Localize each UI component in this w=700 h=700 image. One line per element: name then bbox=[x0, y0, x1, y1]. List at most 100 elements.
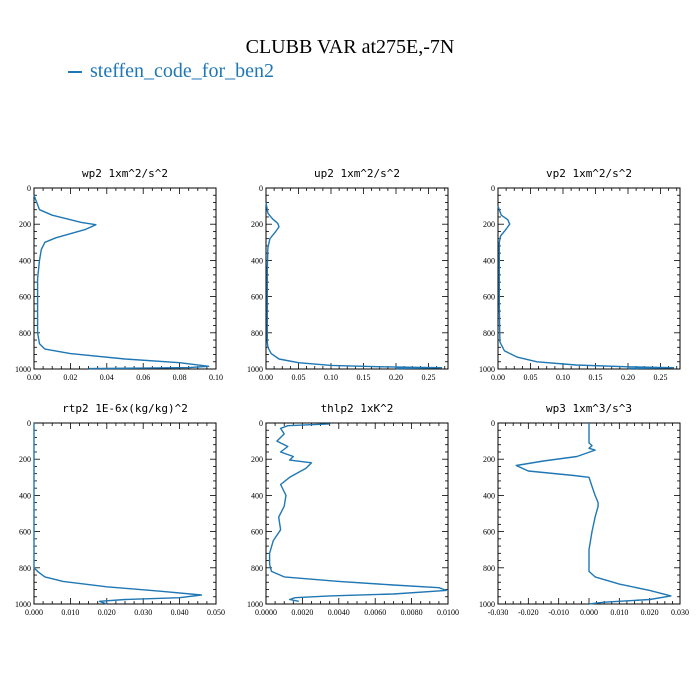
y-tick-label: 200 bbox=[251, 220, 263, 229]
x-tick-label: 0.0000 bbox=[255, 608, 277, 617]
y-tick-label: 1000 bbox=[247, 600, 263, 609]
y-tick-label: 0 bbox=[27, 184, 31, 193]
y-tick-label: 400 bbox=[19, 491, 31, 500]
y-tick-label: 200 bbox=[19, 455, 31, 464]
x-tick-label: 0.0080 bbox=[401, 608, 423, 617]
x-tick-label: -0.010 bbox=[548, 608, 569, 617]
x-tick-label: 0.15 bbox=[357, 373, 371, 382]
x-tick-label: 0.020 bbox=[641, 608, 659, 617]
y-tick-label: 800 bbox=[251, 329, 263, 338]
plot-frame bbox=[265, 187, 449, 370]
y-tick-label: 0 bbox=[27, 419, 31, 428]
x-tick-label: -0.030 bbox=[488, 608, 509, 617]
legend: steffen_code_for_ben2 bbox=[68, 60, 274, 83]
y-tick-label: 400 bbox=[19, 256, 31, 265]
x-tick-label: 0.00 bbox=[491, 373, 505, 382]
panel-title: wp2 1xm^2/s^2 bbox=[82, 167, 168, 180]
y-tick-label: 600 bbox=[19, 528, 31, 537]
x-tick-label: 0.15 bbox=[589, 373, 603, 382]
x-tick-label: 0.08 bbox=[173, 373, 187, 382]
legend-line-swatch bbox=[68, 71, 82, 74]
panel-title: rtp2 1E-6x(kg/kg)^2 bbox=[62, 402, 188, 415]
x-tick-label: 0.0040 bbox=[328, 608, 350, 617]
x-tick-label: 0.25 bbox=[422, 373, 436, 382]
x-tick-label: 0.000 bbox=[580, 608, 598, 617]
x-tick-label: 0.10 bbox=[556, 373, 570, 382]
y-tick-label: 200 bbox=[483, 455, 495, 464]
plot-frame bbox=[497, 422, 681, 605]
y-tick-label: 0 bbox=[259, 184, 263, 193]
panel-title: vp2 1xm^2/s^2 bbox=[546, 167, 632, 180]
x-tick-label: 0.010 bbox=[610, 608, 628, 617]
y-tick-label: 800 bbox=[251, 564, 263, 573]
x-tick-label: 0.25 bbox=[654, 373, 668, 382]
series-line bbox=[515, 423, 672, 605]
x-tick-label: 0.20 bbox=[389, 373, 403, 382]
y-tick-label: 1000 bbox=[15, 600, 31, 609]
x-tick-label: 0.04 bbox=[100, 373, 114, 382]
x-tick-label: 0.0060 bbox=[364, 608, 386, 617]
chart-panel-4: rtp2 1E-6x(kg/kg)^2 0 200 400 600 800 10000.00… bbox=[15, 402, 225, 617]
panel-title: thlp2 1xK^2 bbox=[321, 402, 394, 415]
x-tick-label: 0.20 bbox=[621, 373, 635, 382]
y-tick-label: 0 bbox=[491, 419, 495, 428]
x-tick-label: 0.02 bbox=[63, 373, 77, 382]
panel-title: wp3 1xm^3/s^3 bbox=[546, 402, 632, 415]
y-tick-label: 600 bbox=[251, 528, 263, 537]
series-line bbox=[268, 423, 447, 602]
plot-frame bbox=[497, 187, 681, 370]
y-tick-label: 800 bbox=[483, 564, 495, 573]
x-tick-label: 0.05 bbox=[292, 373, 306, 382]
x-tick-label: 0.050 bbox=[207, 608, 225, 617]
x-tick-label: 0.10 bbox=[209, 373, 223, 382]
y-tick-label: 200 bbox=[19, 220, 31, 229]
y-tick-label: 800 bbox=[19, 564, 31, 573]
x-tick-label: 0.0020 bbox=[291, 608, 313, 617]
y-tick-label: 400 bbox=[483, 491, 495, 500]
y-tick-label: 1000 bbox=[247, 365, 263, 374]
x-tick-label: 0.00 bbox=[27, 373, 41, 382]
plot-frame bbox=[265, 422, 449, 605]
plot-frame bbox=[33, 422, 217, 605]
x-tick-label: 0.00 bbox=[259, 373, 273, 382]
y-tick-label: 0 bbox=[259, 419, 263, 428]
x-tick-label: 0.030 bbox=[134, 608, 152, 617]
y-tick-label: 600 bbox=[483, 293, 495, 302]
y-tick-label: 1000 bbox=[479, 365, 495, 374]
page-title: CLUBB VAR at275E,-7N bbox=[245, 36, 455, 58]
y-tick-label: 400 bbox=[483, 256, 495, 265]
chart-panel-6: wp3 1xm^3/s^3 0 200 400 600 800 1000-0.030 -0.0… bbox=[479, 402, 689, 617]
x-tick-label: 0.010 bbox=[61, 608, 79, 617]
x-tick-label: 0.10 bbox=[324, 373, 338, 382]
y-tick-label: 600 bbox=[19, 293, 31, 302]
x-tick-label: 0.000 bbox=[25, 608, 43, 617]
plot-frame bbox=[33, 187, 217, 370]
series-line bbox=[33, 423, 203, 605]
x-tick-label: 0.040 bbox=[171, 608, 189, 617]
y-tick-label: 800 bbox=[19, 329, 31, 338]
x-tick-label: 0.020 bbox=[98, 608, 116, 617]
x-tick-label: 0.06 bbox=[136, 373, 150, 382]
x-tick-label: 0.0100 bbox=[437, 608, 459, 617]
y-tick-label: 200 bbox=[483, 220, 495, 229]
x-tick-label: 0.030 bbox=[671, 608, 689, 617]
y-tick-label: 800 bbox=[483, 329, 495, 338]
y-tick-label: 1000 bbox=[479, 600, 495, 609]
x-tick-label: -0.020 bbox=[518, 608, 539, 617]
panel-title: up2 1xm^2/s^2 bbox=[314, 167, 400, 180]
x-tick-label: 0.05 bbox=[524, 373, 538, 382]
legend-label: steffen_code_for_ben2 bbox=[90, 60, 275, 82]
y-tick-label: 400 bbox=[251, 256, 263, 265]
y-tick-label: 400 bbox=[251, 491, 263, 500]
y-tick-label: 200 bbox=[251, 455, 263, 464]
y-tick-label: 0 bbox=[491, 184, 495, 193]
y-tick-label: 1000 bbox=[15, 365, 31, 374]
series-line bbox=[265, 202, 443, 370]
y-tick-label: 600 bbox=[483, 528, 495, 537]
y-tick-label: 600 bbox=[251, 293, 263, 302]
